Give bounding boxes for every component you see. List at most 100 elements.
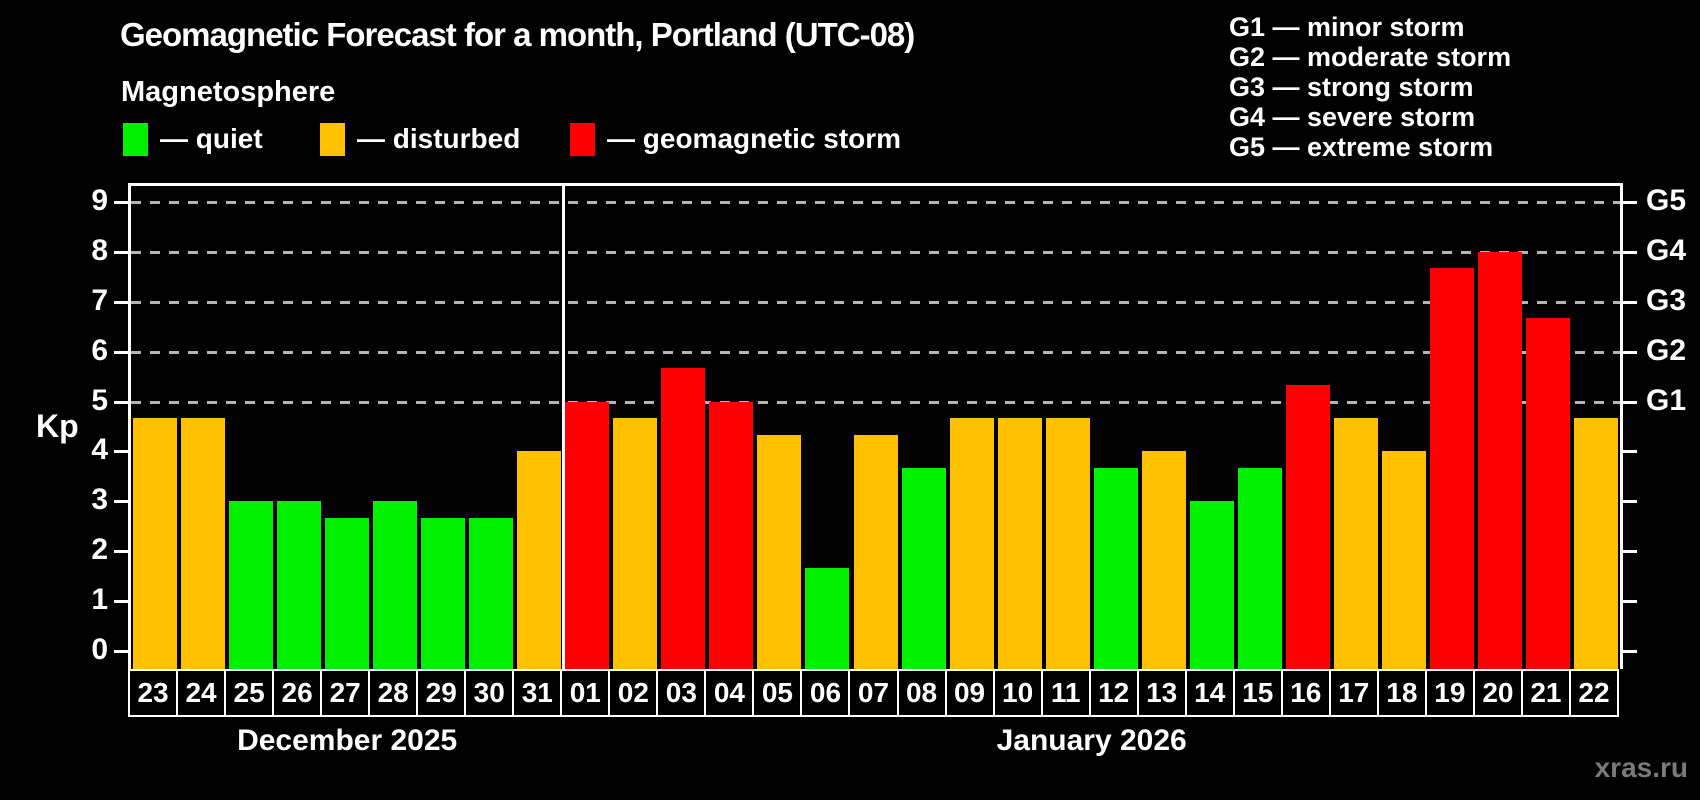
y-tick — [114, 400, 128, 404]
day-label-11: 11 — [1040, 669, 1091, 717]
day-label-21: 21 — [1520, 669, 1571, 717]
y-tick — [114, 450, 128, 454]
g-tick — [1623, 600, 1637, 604]
bar-day-17 — [1333, 417, 1378, 669]
y-tick-label: 8 — [91, 233, 108, 267]
day-label-14: 14 — [1184, 669, 1235, 717]
g-tick — [1623, 550, 1637, 554]
g-axis-label-g4: G4 — [1646, 233, 1687, 267]
y-tick — [114, 600, 128, 604]
bar-day-11 — [1045, 417, 1090, 669]
day-label-10: 10 — [992, 669, 1043, 717]
day-label-18: 18 — [1376, 669, 1427, 717]
y-tick-label: 1 — [91, 583, 108, 617]
y-tick-label: 9 — [91, 183, 108, 217]
g-tick — [1623, 400, 1637, 404]
y-tick-label: 6 — [91, 333, 108, 367]
bar-day-09 — [949, 417, 994, 669]
gridline-kp6 — [131, 350, 1620, 354]
quiet-swatch-icon — [123, 122, 148, 156]
chart-title: Geomagnetic Forecast for a month, Portla… — [120, 16, 915, 53]
bar-day-26 — [277, 501, 322, 669]
day-label-25: 25 — [224, 669, 275, 717]
x-axis-day-labels: 23 24 25 26 27 28 29 30 31 01 02 03 04 05 06 07 08 09 10 11… — [128, 669, 1623, 717]
day-label-28: 28 — [368, 669, 419, 717]
bar-day-18 — [1381, 451, 1426, 669]
day-label-02: 02 — [608, 669, 659, 717]
y-tick-label: 4 — [91, 433, 108, 467]
day-label-30: 30 — [464, 669, 515, 717]
bar-day-16 — [1285, 385, 1330, 669]
y-tick-label: 7 — [91, 283, 108, 317]
bar-day-21 — [1525, 318, 1570, 669]
g-legend-line: G1 — minor storm — [1229, 12, 1465, 42]
g-axis-label-g3: G3 — [1646, 283, 1687, 317]
y-tick — [114, 250, 128, 254]
bar-day-05 — [757, 434, 802, 669]
day-label-05: 05 — [752, 669, 803, 717]
day-label-23: 23 — [128, 669, 179, 717]
day-label-24: 24 — [176, 669, 227, 717]
bar-day-25 — [229, 501, 274, 669]
bar-day-10 — [997, 417, 1042, 669]
day-label-09: 09 — [944, 669, 995, 717]
y-tick-label: 0 — [91, 633, 108, 666]
g-legend-line: G5 — extreme storm — [1229, 132, 1494, 162]
day-label-03: 03 — [656, 669, 707, 717]
bar-day-04 — [709, 401, 754, 669]
y-tick — [114, 550, 128, 554]
legend-item-disturbed: — disturbed — [320, 121, 520, 157]
plot-border-left — [128, 183, 131, 669]
g-tick — [1623, 200, 1637, 204]
month-divider-line — [561, 185, 565, 669]
y-axis-title: Kp — [36, 408, 79, 444]
y-tick — [114, 650, 128, 653]
day-label-01: 01 — [560, 669, 611, 717]
bar-day-01 — [565, 401, 610, 669]
disturbed-swatch-icon — [320, 122, 345, 156]
plot-border-top — [128, 183, 1623, 186]
bar-day-24 — [181, 417, 226, 669]
g-tick — [1623, 250, 1637, 254]
month-label: December 2025 — [237, 724, 458, 757]
gridline-kp7 — [131, 300, 1620, 304]
y-tick — [114, 300, 128, 304]
legend-item-quiet: — quiet — [123, 121, 263, 157]
day-label-04: 04 — [704, 669, 755, 717]
storm-swatch-icon — [570, 122, 595, 156]
day-label-20: 20 — [1472, 669, 1523, 717]
bar-day-23 — [133, 417, 178, 669]
gridline-kp5 — [131, 400, 1620, 404]
bar-day-27 — [325, 517, 370, 669]
day-label-29: 29 — [416, 669, 467, 717]
g-axis-label-g5: G5 — [1646, 183, 1687, 217]
bar-day-29 — [421, 517, 466, 669]
day-label-19: 19 — [1424, 669, 1475, 717]
y-tick — [114, 200, 128, 204]
day-label-08: 08 — [896, 669, 947, 717]
bar-day-03 — [661, 368, 706, 669]
day-label-26: 26 — [272, 669, 323, 717]
y-tick-label: 3 — [91, 483, 108, 517]
plot-border-right — [1620, 183, 1623, 669]
plot-area — [131, 185, 1620, 669]
bar-day-28 — [373, 501, 418, 669]
day-label-22: 22 — [1568, 669, 1619, 717]
bar-day-06 — [805, 567, 850, 669]
day-label-17: 17 — [1328, 669, 1379, 717]
chart-subtitle: Magnetosphere — [121, 76, 336, 108]
bar-day-07 — [853, 434, 898, 669]
g-scale-legend: G1 — minor storm G2 — moderate storm G3 — … — [1229, 12, 1511, 162]
bar-day-20 — [1477, 251, 1522, 669]
g-legend-line: G4 — severe storm — [1229, 102, 1476, 132]
g-axis-label-g1: G1 — [1646, 383, 1687, 417]
y-tick-label: 2 — [91, 533, 108, 567]
bar-day-15 — [1237, 467, 1282, 669]
day-label-13: 13 — [1136, 669, 1187, 717]
bar-day-14 — [1189, 501, 1234, 669]
legend-label: — quiet — [160, 123, 263, 154]
y-tick-label: 5 — [91, 383, 108, 417]
g-legend-line: G2 — moderate storm — [1229, 42, 1512, 72]
g-tick — [1623, 450, 1637, 454]
